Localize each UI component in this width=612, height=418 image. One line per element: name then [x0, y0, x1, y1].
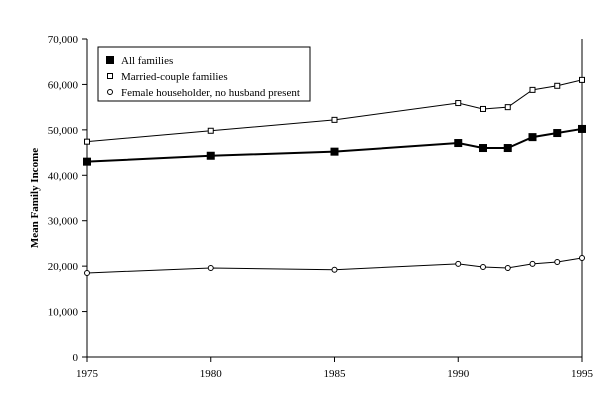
data-point [554, 82, 561, 89]
data-point [529, 86, 536, 93]
legend-label: Married-couple families [121, 71, 228, 83]
data-point [480, 264, 486, 271]
series-group [83, 76, 586, 276]
x-tick-label: 1985 [324, 368, 347, 380]
data-point [207, 264, 214, 271]
x-tick-label: 1990 [447, 368, 470, 380]
y-axis-label: Mean Family Income [29, 148, 41, 248]
data-point [479, 144, 487, 153]
y-tick-label: 20,000 [48, 261, 79, 273]
y-tick-label: 70,000 [48, 34, 79, 46]
x-tick-label: 1975 [76, 368, 99, 380]
series-0 [83, 124, 586, 166]
data-point [207, 127, 214, 134]
y-tick-label: 60,000 [48, 79, 79, 91]
data-point [206, 151, 215, 160]
data-point [330, 147, 339, 156]
y-tick-label: 0 [73, 352, 79, 364]
data-point [331, 266, 338, 273]
data-point [83, 157, 91, 166]
data-point [84, 138, 90, 145]
data-point [503, 144, 512, 153]
y-tick-label: 10,000 [48, 307, 79, 319]
data-point [331, 116, 338, 123]
legend-marker [107, 89, 113, 95]
data-point [578, 124, 586, 133]
data-point [455, 100, 462, 107]
data-point [504, 104, 511, 111]
data-point [84, 269, 90, 276]
x-tick-label: 1995 [571, 368, 594, 380]
legend: All families Married-couple families Femal… [97, 46, 311, 102]
y-tick-label: 30,000 [48, 216, 79, 228]
y-tick-label: 40,000 [48, 170, 79, 182]
y-tick-label: 50,000 [48, 125, 79, 137]
data-point [480, 105, 486, 112]
legend-label: Female householder, no husband present [121, 87, 300, 99]
data-point [553, 129, 562, 138]
legend-box [97, 46, 311, 102]
data-point [554, 259, 561, 266]
legend-marker [106, 56, 114, 64]
data-point [504, 264, 511, 271]
axes: 0 10,000 20,000 30,000 40,000 50,000 60,000 70,… [48, 34, 594, 380]
data-point [455, 260, 462, 267]
series-1 [84, 76, 585, 145]
x-tick-label: 1980 [200, 368, 223, 380]
data-point [579, 254, 585, 261]
data-point [454, 139, 463, 148]
legend-marker [107, 73, 113, 79]
data-point [528, 133, 537, 142]
series-2 [84, 254, 585, 276]
legend-label: All families [121, 55, 173, 67]
data-point [579, 76, 585, 83]
data-point [529, 260, 536, 267]
